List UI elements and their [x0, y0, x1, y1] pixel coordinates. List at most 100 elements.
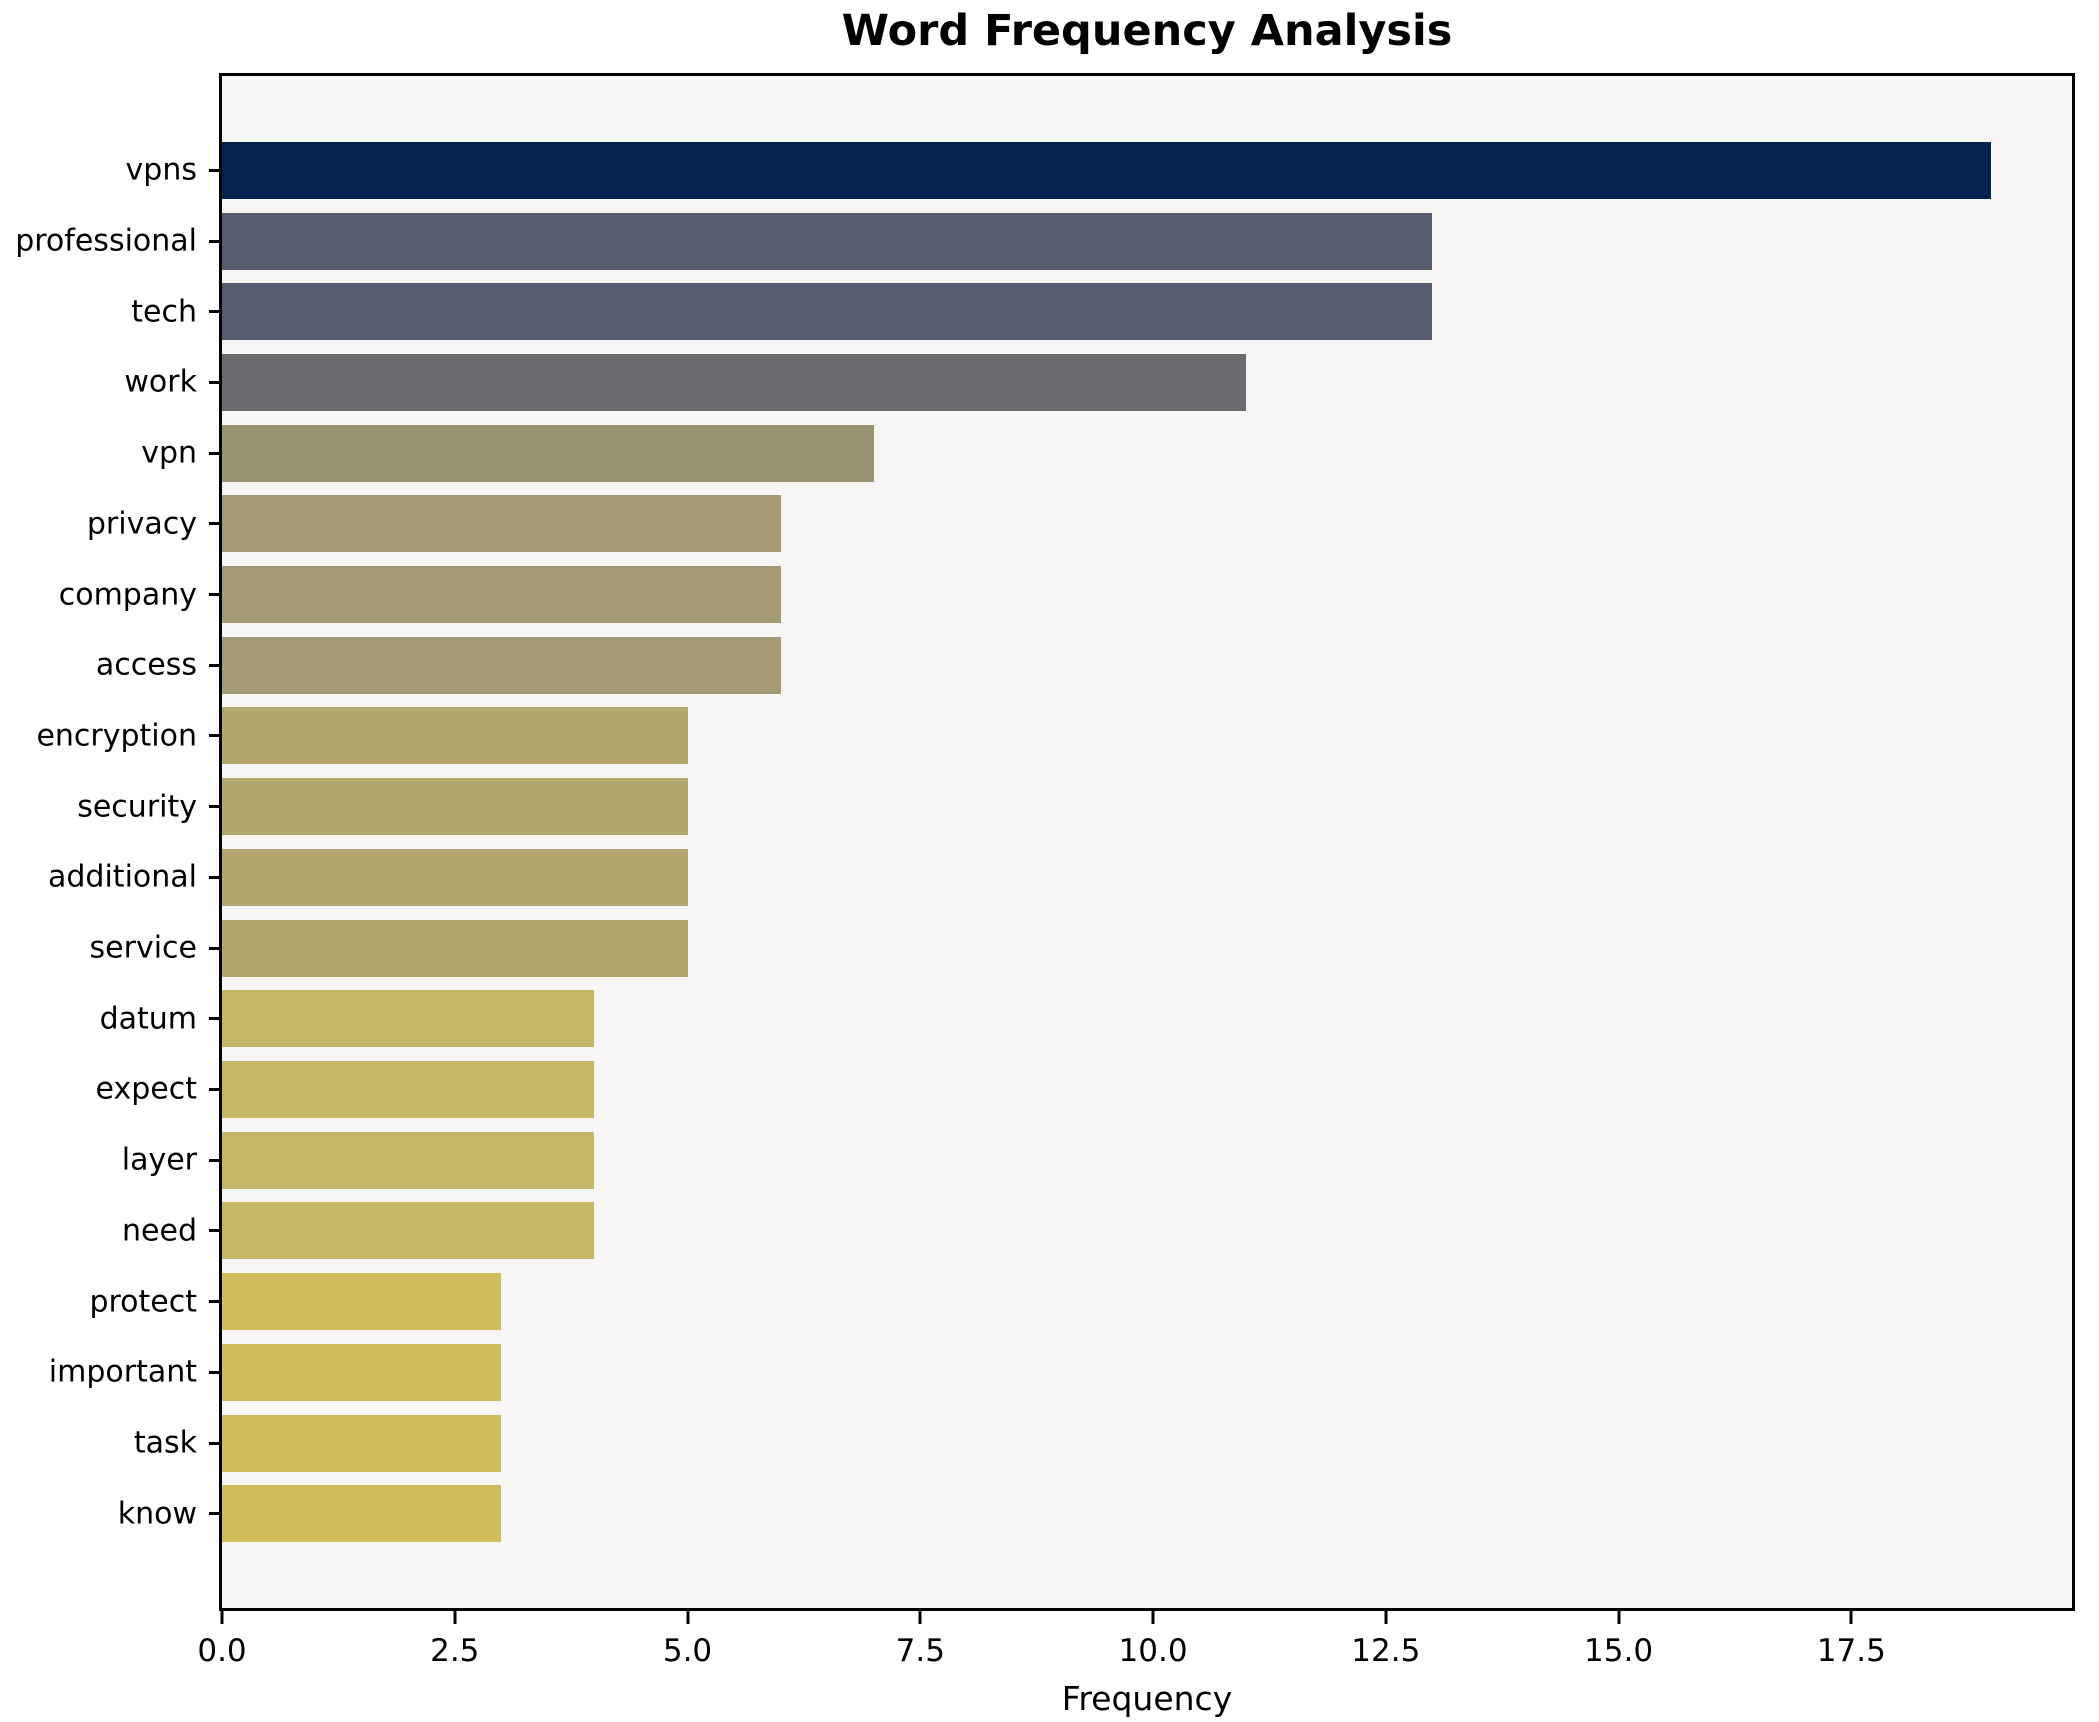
- bar-security: [222, 778, 688, 836]
- bars-container: vpns professional tech work vpn privacy compan…: [15, 76, 2072, 1608]
- x-tick-mark: [1617, 1611, 1621, 1624]
- bar-company: [222, 566, 781, 624]
- y-axis-category-label: encryption: [36, 718, 197, 754]
- bar-know: [222, 1485, 502, 1543]
- bar-row: work: [124, 347, 2072, 418]
- bar-work: [222, 353, 1247, 411]
- plot-area: vpns professional tech work vpn privacy compan…: [15, 73, 2075, 1611]
- bar-vpn: [222, 424, 874, 482]
- bar-professional: [222, 212, 1433, 270]
- x-tick-label: 17.5: [1816, 1633, 1886, 1669]
- y-tick-mark: [209, 805, 219, 809]
- y-tick-mark: [209, 1158, 219, 1162]
- bar-row: privacy: [87, 489, 2072, 560]
- bar-row: tech: [131, 276, 2072, 347]
- bar-row: expect: [96, 1054, 2072, 1125]
- x-tick-label: 15.0: [1584, 1633, 1654, 1669]
- bar-row: professional: [15, 206, 2072, 277]
- y-axis-category-label: datum: [99, 1001, 197, 1037]
- x-tick-label: 12.5: [1351, 1633, 1421, 1669]
- y-axis-category-label: layer: [121, 1142, 197, 1178]
- y-axis-category-label: vpns: [125, 152, 197, 188]
- y-axis-category-label: service: [89, 930, 197, 966]
- x-tick-label: 7.5: [895, 1633, 945, 1669]
- y-tick-mark: [209, 451, 219, 455]
- bar-important: [222, 1343, 502, 1401]
- y-axis-category-label: protect: [89, 1284, 197, 1320]
- y-axis-category-label: know: [117, 1496, 197, 1532]
- y-axis-category-label: privacy: [86, 506, 197, 542]
- bar-layer: [222, 1131, 595, 1189]
- bar-row: task: [134, 1408, 2072, 1479]
- bar-protect: [222, 1273, 502, 1331]
- y-tick-mark: [209, 1370, 219, 1374]
- bar-row: know: [118, 1478, 2072, 1549]
- bar-row: vpns: [126, 135, 2072, 206]
- y-tick-mark: [209, 1300, 219, 1304]
- bar-row: company: [59, 559, 2072, 630]
- x-axis: 0.0 2.5 5.0 7.5 10.0 12.5 15.0 17.5: [197, 1611, 2072, 1691]
- x-tick-mark: [1151, 1611, 1155, 1624]
- y-axis-category-label: professional: [15, 223, 197, 259]
- y-tick-mark: [209, 1087, 219, 1091]
- bar-vpns: [222, 141, 1991, 199]
- y-tick-mark: [209, 1229, 219, 1233]
- x-tick-mark: [686, 1611, 690, 1624]
- x-tick-mark: [918, 1611, 922, 1624]
- y-tick-mark: [209, 522, 219, 526]
- y-tick-mark: [209, 310, 219, 314]
- bar-access: [222, 636, 781, 694]
- bar-row: need: [122, 1196, 2072, 1267]
- x-tick-mark: [1849, 1611, 1853, 1624]
- y-axis-category-label: need: [122, 1213, 197, 1249]
- bar-row: protect: [89, 1266, 2072, 1337]
- y-axis-category-label: important: [48, 1354, 197, 1390]
- y-axis-category-label: work: [124, 364, 197, 400]
- y-tick-mark: [209, 380, 219, 384]
- bar-row: security: [77, 771, 2072, 842]
- bar-row: encryption: [36, 701, 2072, 772]
- bar-task: [222, 1414, 502, 1472]
- bar-row: layer: [122, 1125, 2072, 1196]
- bar-tech: [222, 283, 1433, 341]
- bar-datum: [222, 990, 595, 1048]
- y-tick-mark: [209, 168, 219, 172]
- x-tick-label: 2.5: [430, 1633, 480, 1669]
- x-tick-label: 0.0: [197, 1633, 247, 1669]
- bar-row: access: [96, 630, 2072, 701]
- bar-expect: [222, 1060, 595, 1118]
- y-axis-category-label: expect: [95, 1071, 197, 1107]
- y-tick-mark: [209, 734, 219, 738]
- chart-title: Word Frequency Analysis: [841, 6, 1453, 56]
- y-axis-category-label: security: [77, 789, 197, 825]
- y-axis-category-label: company: [58, 577, 197, 613]
- y-tick-mark: [209, 946, 219, 950]
- bar-row: datum: [100, 983, 2072, 1054]
- y-tick-mark: [209, 1017, 219, 1021]
- y-axis-category-label: task: [133, 1425, 197, 1461]
- y-tick-mark: [209, 1441, 219, 1445]
- y-tick-mark: [209, 239, 219, 243]
- bar-privacy: [222, 495, 781, 553]
- bar-additional: [222, 848, 688, 906]
- bar-encryption: [222, 707, 688, 765]
- y-axis-category-label: additional: [48, 859, 197, 895]
- bar-row: service: [90, 913, 2072, 984]
- bar-need: [222, 1202, 595, 1260]
- bar-row: additional: [48, 842, 2072, 913]
- y-tick-mark: [209, 593, 219, 597]
- x-tick-label: 10.0: [1118, 1633, 1188, 1669]
- y-tick-mark: [209, 663, 219, 667]
- y-tick-mark: [209, 1512, 219, 1516]
- x-tick-mark: [1384, 1611, 1388, 1624]
- bar-row: important: [49, 1337, 2072, 1408]
- y-axis-category-label: tech: [131, 294, 197, 330]
- y-axis-category-label: access: [95, 647, 197, 683]
- x-tick-label: 5.0: [662, 1633, 713, 1669]
- y-tick-mark: [209, 875, 219, 879]
- bar-service: [222, 919, 688, 977]
- bar-row: vpn: [141, 418, 2072, 489]
- x-tick-mark: [220, 1611, 224, 1624]
- y-axis-category-label: vpn: [141, 435, 197, 471]
